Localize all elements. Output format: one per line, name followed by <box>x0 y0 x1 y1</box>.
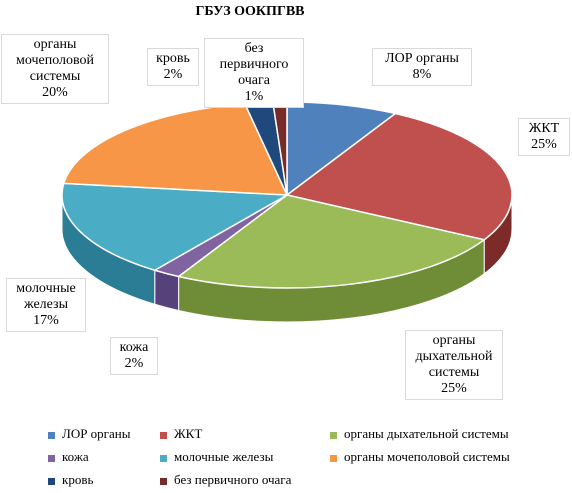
pie-slice-1 <box>285 112 513 241</box>
data-label-category: органы дыхательной системы <box>415 333 493 380</box>
data-label-value: 1% <box>244 89 264 104</box>
data-label-category: органы мочеполовой системы <box>15 37 95 84</box>
data-label-value: 2% <box>124 356 144 371</box>
data-label-category: кожа <box>119 340 149 355</box>
data-label-value: 17% <box>33 313 59 328</box>
pie-slice-4 <box>61 182 290 272</box>
chart-title: ГБУЗ ООКПГВВ <box>195 4 305 19</box>
data-label-category: молочные железы <box>16 281 76 312</box>
data-label-3: кожа 2% <box>110 337 158 375</box>
data-label-value: 25% <box>441 381 467 396</box>
data-label-5: органы мочеполовой системы 20% <box>1 34 109 104</box>
data-label-1: ЖКТ 25% <box>518 118 570 156</box>
data-label-value: 25% <box>531 137 557 152</box>
data-label-category: ЖКТ <box>528 121 560 136</box>
data-label-category: кровь <box>156 51 190 66</box>
data-label-2: органы дыхательной системы 25% <box>405 330 503 400</box>
data-label-category: без первичного очага <box>219 41 289 88</box>
data-label-7: без первичного очага 1% <box>204 38 304 108</box>
data-label-value: 8% <box>412 67 432 82</box>
data-label-4: молочные железы 17% <box>6 278 86 332</box>
data-label-value: 2% <box>163 67 183 82</box>
data-label-value: 20% <box>42 85 68 100</box>
data-label-0: ЛОР органы 8% <box>372 48 472 86</box>
data-label-category: ЛОР органы <box>385 51 459 66</box>
pie-slice-2 <box>176 194 486 289</box>
data-label-6: кровь 2% <box>147 48 199 86</box>
